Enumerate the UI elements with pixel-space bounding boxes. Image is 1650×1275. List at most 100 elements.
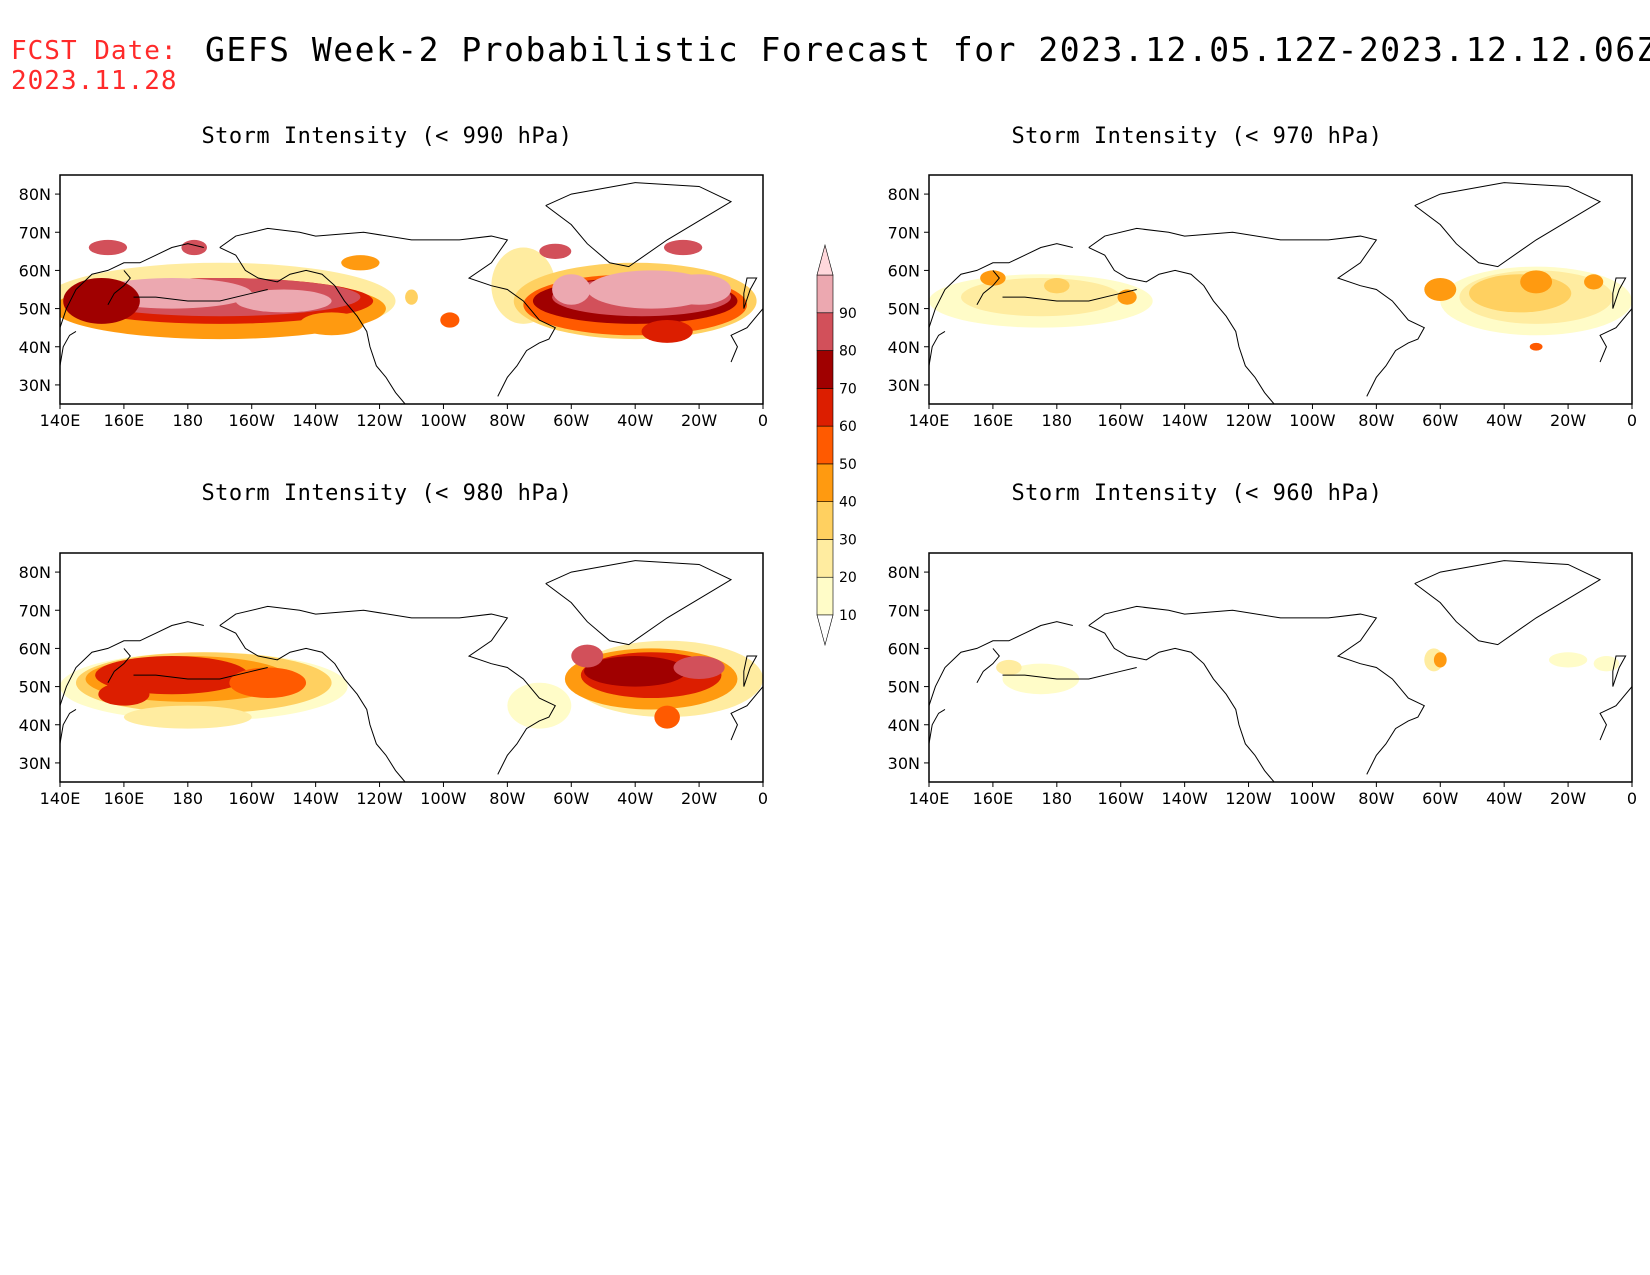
coastline: [976, 270, 1000, 306]
lat-tick-label: 80N: [19, 563, 51, 582]
lon-tick-label: 100W: [1289, 411, 1336, 430]
lon-tick-label: 120W: [356, 789, 403, 808]
probability-area: [571, 644, 604, 668]
lon-tick-label: 140W: [292, 789, 339, 808]
lon-tick-label: 160W: [229, 411, 276, 430]
probability-area: [1529, 342, 1543, 351]
lon-tick-label: 0: [758, 789, 768, 808]
colorbar-label: 20: [839, 570, 857, 586]
lon-tick-label: 140E: [909, 411, 950, 430]
colorbar-label: 80: [839, 344, 857, 360]
colorbar-label: 10: [839, 608, 857, 624]
probability-area: [673, 656, 725, 679]
probability-area: [405, 289, 418, 305]
probability-area: [235, 289, 332, 313]
lon-tick-label: 20W: [1550, 411, 1586, 430]
lon-tick-label: 60W: [553, 789, 589, 808]
lon-tick-label: 60W: [1422, 789, 1458, 808]
lon-tick-label: 120W: [1225, 789, 1272, 808]
lon-tick-label: 140E: [909, 789, 950, 808]
lon-tick-label: 160W: [1098, 411, 1145, 430]
probability-area: [641, 320, 693, 343]
lat-tick-label: 40N: [888, 338, 920, 357]
lon-tick-label: 160E: [104, 789, 145, 808]
coastline: [1414, 182, 1602, 268]
lon-tick-label: 80W: [489, 411, 525, 430]
lon-tick-label: 0: [1627, 789, 1637, 808]
colorbar-swatch: [816, 425, 834, 465]
lat-tick-label: 60N: [888, 261, 920, 280]
map-panel-990: 80N 70N 60N 50N 40N 30N 140E 160E 180 160W 140W 120…: [19, 174, 768, 430]
coastline: [219, 227, 556, 397]
probability-area: [88, 239, 128, 256]
coastline: [743, 277, 758, 309]
lon-tick-label: 20W: [681, 411, 717, 430]
colorbar-label: 30: [839, 532, 857, 548]
colorbar-swatch: [816, 350, 834, 389]
colorbar-swatch: [816, 274, 834, 314]
lat-tick-label: 50N: [19, 678, 51, 697]
probability-area: [1433, 652, 1447, 668]
lat-tick-label: 50N: [19, 300, 51, 319]
lon-tick-label: 180: [1042, 789, 1073, 808]
panel-title-960: Storm Intensity (< 960 hPa): [1011, 481, 1383, 506]
lon-tick-label: 60W: [553, 411, 589, 430]
coastline: [929, 331, 946, 366]
probability-area: [440, 312, 460, 328]
lon-tick-label: 40W: [1486, 789, 1522, 808]
probability-area: [1002, 663, 1080, 695]
panel-title-990: Storm Intensity (< 990 hPa): [201, 124, 573, 149]
probability-area: [552, 274, 591, 305]
coastline: [1002, 289, 1137, 302]
lon-tick-label: 180: [173, 789, 204, 808]
lon-tick-label: 140E: [40, 411, 81, 430]
colorbar-top-triangle: [816, 243, 834, 276]
lon-tick-label: 180: [1042, 411, 1073, 430]
main-title: GEFS Week-2 Probabilistic Forecast for 2…: [205, 30, 1650, 69]
probability-area: [507, 682, 572, 729]
lon-tick-label: 140W: [1161, 411, 1208, 430]
probability-area: [980, 270, 1006, 286]
coastline: [107, 648, 131, 684]
probability-area: [299, 312, 364, 336]
lon-tick-label: 160W: [229, 789, 276, 808]
probability-area: [996, 659, 1022, 676]
forecast-date-value: 2023.11.28: [11, 66, 178, 96]
colorbar-label: 50: [839, 457, 857, 473]
probability-area: [584, 656, 687, 687]
coastline: [1088, 605, 1425, 775]
probability-area: [960, 278, 1121, 317]
lon-tick-label: 100W: [420, 411, 467, 430]
lon-tick-label: 80W: [1358, 411, 1394, 430]
coastline: [133, 667, 268, 680]
probability-area: [341, 255, 380, 271]
colorbar-label: 70: [839, 381, 857, 397]
lon-tick-label: 140E: [40, 789, 81, 808]
lat-tick-label: 80N: [888, 185, 920, 204]
lat-tick-label: 70N: [19, 601, 51, 620]
lat-tick-label: 40N: [19, 338, 51, 357]
lon-tick-label: 120W: [356, 411, 403, 430]
coastline: [1414, 560, 1602, 646]
lat-tick-label: 40N: [19, 716, 51, 735]
lon-tick-label: 40W: [617, 411, 653, 430]
lat-tick-label: 30N: [19, 754, 51, 773]
lat-tick-label: 70N: [888, 601, 920, 620]
coastline: [1599, 686, 1632, 741]
lat-tick-label: 70N: [19, 223, 51, 242]
colorbar-bottom-triangle: [816, 614, 834, 647]
probability-area: [229, 667, 307, 699]
lat-tick-label: 60N: [19, 639, 51, 658]
lon-tick-label: 40W: [1486, 411, 1522, 430]
coastline: [976, 648, 1000, 684]
probability-area: [667, 274, 732, 305]
forecast-date-caption: FCST Date:: [11, 36, 178, 66]
panel-title-980: Storm Intensity (< 980 hPa): [201, 481, 573, 506]
colorbar-label: 90: [839, 306, 857, 322]
coastline: [730, 686, 763, 741]
panel-frame: [59, 174, 764, 405]
lat-tick-label: 70N: [888, 223, 920, 242]
probability-area: [98, 682, 150, 706]
colorbar-swatch: [816, 539, 834, 578]
